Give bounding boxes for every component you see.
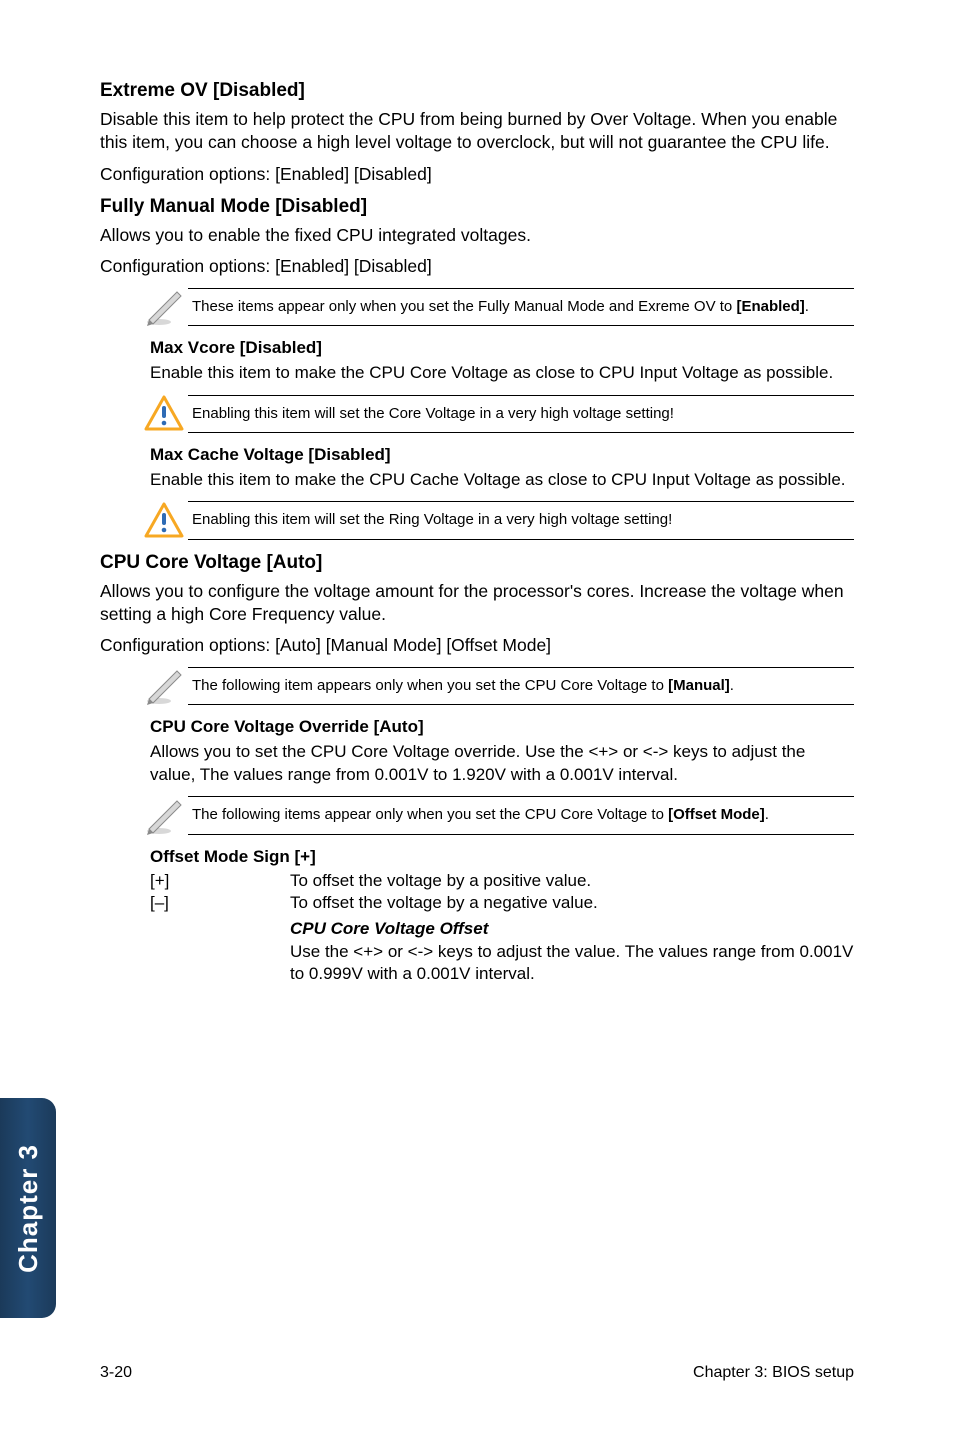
note-text: The following item appears only when you…: [188, 667, 854, 705]
heading-cpu-core-offset: CPU Core Voltage Offset: [290, 919, 854, 939]
option-row: [+] To offset the voltage by a positive …: [150, 871, 854, 891]
warning-text: Enabling this item will set the Ring Vol…: [188, 501, 854, 539]
heading-max-cache: Max Cache Voltage [Disabled]: [150, 445, 854, 465]
option-key: [+]: [150, 871, 290, 891]
body-text: Configuration options: [Enabled] [Disabl…: [100, 255, 854, 278]
note-text: The following items appear only when you…: [188, 796, 854, 834]
option-row: [–] To offset the voltage by a negative …: [150, 893, 854, 913]
chapter-side-tab: Chapter 3: [0, 1098, 56, 1318]
pen-note-icon: [140, 665, 188, 707]
body-text: Allows you to set the CPU Core Voltage o…: [150, 741, 854, 786]
warning-block: Enabling this item will set the Ring Vol…: [140, 500, 854, 542]
warning-text: Enabling this item will set the Core Vol…: [188, 395, 854, 433]
body-text: Allows you to configure the voltage amou…: [100, 580, 854, 627]
chapter-side-tab-label: Chapter 3: [13, 1144, 44, 1273]
footer-chapter-title: Chapter 3: BIOS setup: [693, 1364, 854, 1382]
option-value: To offset the voltage by a negative valu…: [290, 893, 854, 913]
body-text: Enable this item to make the CPU Cache V…: [150, 469, 854, 492]
warning-icon: [140, 393, 188, 435]
body-text: Configuration options: [Auto] [Manual Mo…: [100, 634, 854, 657]
body-text: Use the <+> or <-> keys to adjust the va…: [290, 941, 854, 985]
heading-offset-mode-sign: Offset Mode Sign [+]: [150, 847, 854, 867]
body-text: Disable this item to help protect the CP…: [100, 108, 854, 155]
body-text: Allows you to enable the fixed CPU integ…: [100, 224, 854, 247]
heading-extreme-ov: Extreme OV [Disabled]: [100, 80, 854, 102]
body-text: Configuration options: [Enabled] [Disabl…: [100, 163, 854, 186]
warning-block: Enabling this item will set the Core Vol…: [140, 393, 854, 435]
note-text: These items appear only when you set the…: [188, 288, 854, 326]
heading-fully-manual: Fully Manual Mode [Disabled]: [100, 196, 854, 218]
note-block: These items appear only when you set the…: [140, 286, 854, 328]
heading-cpu-core-override: CPU Core Voltage Override [Auto]: [150, 717, 854, 737]
option-key: [–]: [150, 893, 290, 913]
note-block: The following item appears only when you…: [140, 665, 854, 707]
warning-icon: [140, 500, 188, 542]
page-footer: 3-20 Chapter 3: BIOS setup: [100, 1364, 854, 1382]
heading-cpu-core-voltage: CPU Core Voltage [Auto]: [100, 552, 854, 574]
note-block: The following items appear only when you…: [140, 795, 854, 837]
body-text: Enable this item to make the CPU Core Vo…: [150, 362, 854, 385]
pen-note-icon: [140, 286, 188, 328]
page-number: 3-20: [100, 1364, 132, 1382]
heading-max-vcore: Max Vcore [Disabled]: [150, 338, 854, 358]
option-value: To offset the voltage by a positive valu…: [290, 871, 854, 891]
pen-note-icon: [140, 795, 188, 837]
